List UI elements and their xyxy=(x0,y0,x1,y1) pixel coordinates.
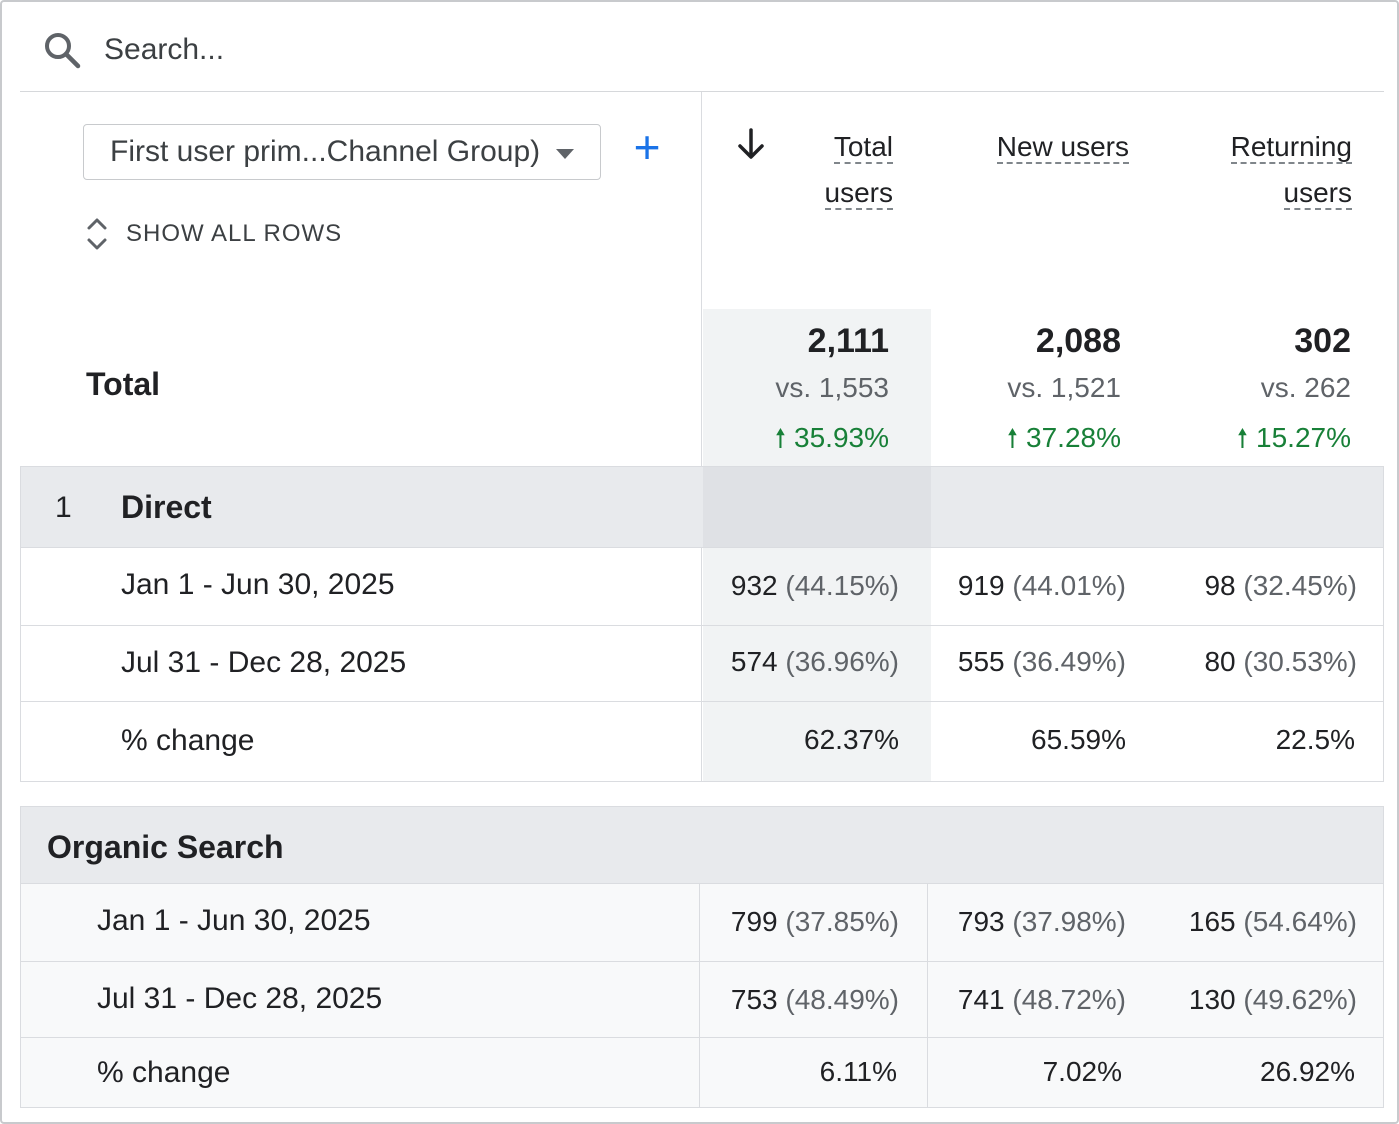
search-input[interactable] xyxy=(104,28,704,72)
total-change: 🠕 37.28% xyxy=(1007,420,1121,464)
total-value: 2,111 xyxy=(807,322,889,360)
group-rank: 1 xyxy=(55,491,72,524)
total-comparison: vs. 1,553 xyxy=(775,372,889,403)
table-row[interactable]: Jan 1 - Jun 30, 2025 799 (37.85%) 793 (3… xyxy=(20,884,1384,962)
total-comparison: vs. 262 xyxy=(1260,372,1351,403)
column-header-returning-users[interactable]: Returning users xyxy=(1230,131,1352,210)
show-all-rows-label: SHOW ALL ROWS xyxy=(126,220,343,247)
total-row-label: Total xyxy=(86,366,161,402)
total-value: 302 xyxy=(1294,322,1351,360)
column-divider xyxy=(701,548,702,782)
table-row[interactable]: Jan 1 - Jun 30, 2025 932 (44.15%) 919 (4… xyxy=(20,548,1384,626)
table-row[interactable]: % change 6.11% 7.02% 26.92% xyxy=(20,1038,1384,1108)
search-bar xyxy=(20,10,1384,92)
group-header-direct[interactable]: 1 Direct xyxy=(20,466,1384,548)
arrow-up-icon: 🠕 xyxy=(1236,423,1249,453)
search-icon xyxy=(45,33,81,69)
show-all-rows-button[interactable]: SHOW ALL ROWS xyxy=(82,214,342,254)
total-value: 2,088 xyxy=(1035,322,1121,360)
total-comparison: vs. 1,521 xyxy=(1007,372,1121,403)
arrow-up-icon: 🠕 xyxy=(1006,423,1019,453)
column-divider xyxy=(701,92,702,466)
total-change: 🠕 35.93% xyxy=(775,420,889,464)
total-change: 🠕 15.27% xyxy=(1237,420,1351,464)
caret-down-icon xyxy=(556,149,574,159)
table-row[interactable]: Jul 31 - Dec 28, 2025 574 (36.96%) 555 (… xyxy=(20,626,1384,702)
table-row[interactable]: % change 62.37% 65.59% 22.5% xyxy=(20,702,1384,782)
group-name: Organic Search xyxy=(47,829,284,865)
group-name: Direct xyxy=(121,489,212,525)
dimension-dropdown[interactable]: First user prim...Channel Group) xyxy=(83,124,601,180)
table-row[interactable]: Jul 31 - Dec 28, 2025 753 (48.49%) 741 (… xyxy=(20,962,1384,1038)
column-divider xyxy=(699,884,700,1108)
sort-descending-icon[interactable] xyxy=(734,126,768,162)
add-dimension-button[interactable]: + xyxy=(633,121,661,173)
column-divider xyxy=(927,884,928,1108)
column-header-total-users[interactable]: Total users xyxy=(824,131,893,210)
expand-vertical-icon xyxy=(87,218,107,250)
dimension-dropdown-label: First user prim...Channel Group) xyxy=(110,135,541,168)
column-header-new-users[interactable]: New users xyxy=(996,131,1129,164)
group-header-organic-search[interactable]: Organic Search xyxy=(20,806,1384,884)
arrow-up-icon: 🠕 xyxy=(774,423,787,453)
sorted-column-highlight xyxy=(703,467,931,547)
